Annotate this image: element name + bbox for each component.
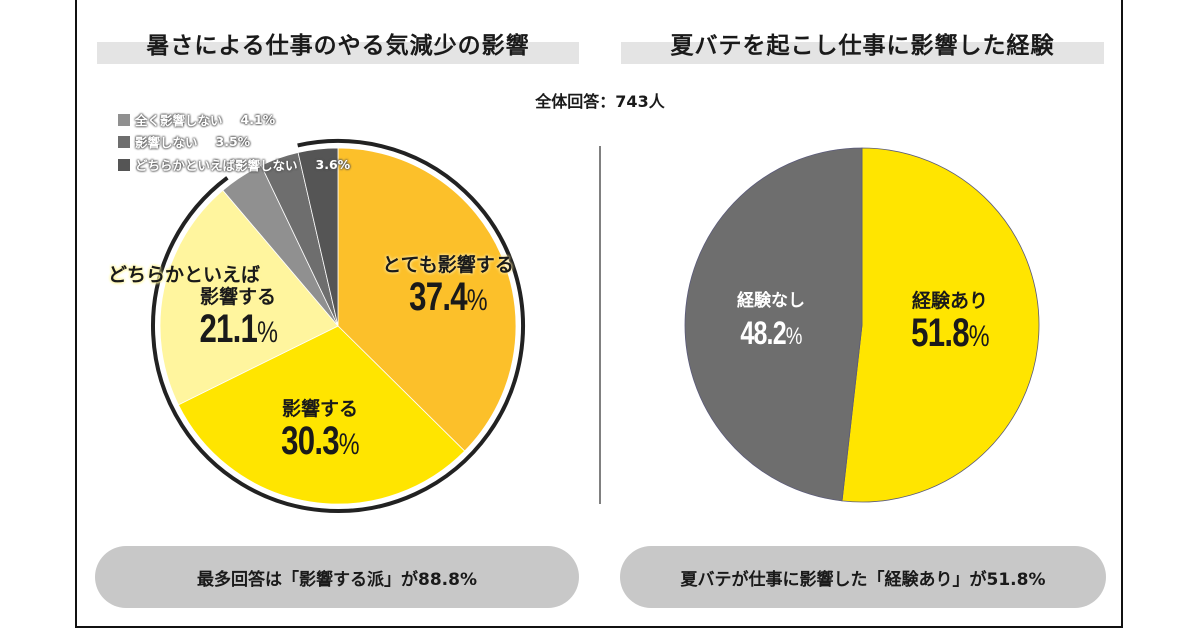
legend-label: どちらかといえば影響しない bbox=[135, 158, 298, 173]
affected-group-outline bbox=[151, 139, 525, 513]
pie-slice bbox=[684, 147, 863, 502]
left-summary-text: 最多回答は「影響する派」が88.8% bbox=[197, 569, 477, 590]
left-chart-title: 暑さによる仕事のやる気減少の影響 bbox=[146, 33, 530, 59]
outer-frame bbox=[75, 0, 1123, 628]
percent-sign: % bbox=[968, 320, 990, 353]
pie-slice bbox=[337, 147, 517, 452]
slice-percent: 51.8% bbox=[895, 312, 1004, 358]
pie-slice bbox=[159, 189, 339, 406]
percent-sign: % bbox=[785, 323, 803, 350]
percent-sign: % bbox=[466, 284, 488, 317]
slice-percent: 21.1% bbox=[129, 308, 277, 354]
right-summary: 夏バテが仕事に影響した「経験あり」が51.8% bbox=[620, 546, 1106, 608]
pie-slice bbox=[177, 325, 466, 505]
right-title-bar bbox=[621, 42, 1104, 64]
slice-name: 経験なし bbox=[737, 291, 805, 311]
legend-value: 4.1% bbox=[240, 112, 276, 127]
legend-item-no-effect: 影響しない 3.5% bbox=[118, 132, 250, 151]
pie-slice bbox=[297, 147, 339, 327]
slice-value: 21.1 bbox=[199, 307, 258, 351]
slice-value: 51.8 bbox=[911, 311, 969, 355]
slice-percent: 30.3% bbox=[265, 420, 374, 466]
slice-value: 37.4 bbox=[409, 275, 467, 319]
legend-label: 影響しない bbox=[135, 135, 198, 150]
slice-name: 影響する bbox=[281, 398, 358, 420]
legend-value: 3.5% bbox=[215, 134, 251, 149]
total-respondents: 全体回答：743人 bbox=[535, 92, 665, 111]
slice-percent: 48.2% bbox=[720, 312, 821, 358]
legend-swatch bbox=[118, 113, 130, 126]
legend-item-not-at-all: 全く影響しない 4.1% bbox=[118, 110, 275, 129]
legend-value: 3.6% bbox=[315, 157, 351, 172]
panel-divider bbox=[599, 146, 601, 504]
left-title-bar bbox=[97, 42, 579, 64]
slice-value: 48.2 bbox=[740, 315, 786, 351]
slice-label-affected: 影響する 30.3% bbox=[250, 398, 390, 466]
slice-label-experienced: 経験あり 51.8% bbox=[880, 290, 1020, 358]
legend-item-rather-no-effect: どちらかといえば影響しない 3.6% bbox=[118, 155, 350, 174]
pie-slice bbox=[841, 147, 1040, 503]
legend-label: 全く影響しない bbox=[135, 113, 223, 128]
slice-name: とても影響する bbox=[382, 254, 514, 276]
legend-swatch bbox=[118, 135, 130, 148]
right-chart-title: 夏バテを起こし仕事に影響した経験 bbox=[670, 33, 1055, 59]
right-summary-text: 夏バテが仕事に影響した「経験あり」が51.8% bbox=[680, 569, 1046, 590]
legend-swatch bbox=[118, 158, 130, 171]
slice-value: 30.3 bbox=[281, 419, 339, 463]
slice-name-line1: どちらかといえば bbox=[108, 264, 261, 286]
slice-name-line2: 影響する bbox=[199, 286, 276, 308]
slice-percent: 37.4% bbox=[386, 276, 511, 322]
slice-label-rather-affected: どちらかといえば 影響する 21.1% bbox=[108, 264, 298, 354]
percent-sign: % bbox=[257, 316, 278, 349]
percent-sign: % bbox=[338, 428, 360, 461]
slice-label-not-experienced: 経験なし 48.2% bbox=[706, 290, 836, 358]
slice-name: 経験あり bbox=[911, 290, 988, 312]
left-summary: 最多回答は「影響する派」が88.8% bbox=[95, 546, 579, 608]
slice-label-very-affected: とても影響する 37.4% bbox=[368, 254, 528, 322]
